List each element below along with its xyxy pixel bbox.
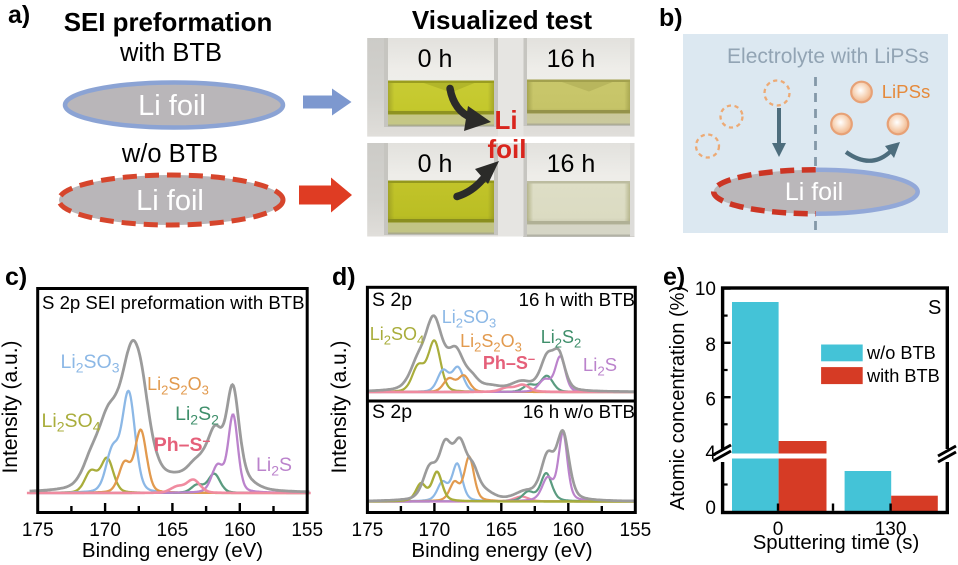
svg-text:with BTB: with BTB: [866, 366, 940, 386]
svg-text:S 2p: S 2p: [372, 289, 412, 311]
svg-text:170: 170: [89, 520, 121, 541]
svg-text:0: 0: [773, 519, 784, 540]
svg-text:Li2SO4: Li2SO4: [42, 410, 101, 435]
svg-text:with BTB: with BTB: [119, 39, 222, 67]
svg-text:175: 175: [352, 520, 384, 541]
svg-text:Li2S: Li2S: [256, 454, 292, 479]
svg-text:Li foil: Li foil: [136, 185, 204, 217]
svg-text:w/o BTB: w/o BTB: [121, 140, 218, 168]
svg-text:c): c): [5, 263, 27, 291]
svg-text:Li foil: Li foil: [785, 178, 843, 206]
svg-text:155: 155: [291, 520, 323, 541]
svg-text:Li2S: Li2S: [583, 354, 617, 379]
svg-text:160: 160: [552, 520, 584, 541]
svg-text:155: 155: [619, 520, 651, 541]
svg-text:165: 165: [485, 520, 517, 541]
svg-text:Li2S2: Li2S2: [541, 327, 582, 351]
svg-text:a): a): [8, 1, 30, 29]
svg-text:d): d): [332, 263, 356, 291]
svg-text:Electrolyte with LiPSs: Electrolyte with LiPSs: [727, 45, 929, 68]
svg-text:Li2SO3: Li2SO3: [442, 307, 497, 331]
svg-text:S 2p: S 2p: [372, 401, 412, 423]
svg-text:Li2SO4: Li2SO4: [370, 324, 425, 348]
svg-text:S: S: [928, 297, 941, 319]
svg-text:e): e): [663, 263, 685, 291]
svg-text:S 2p SEI preformation with BTB: S 2p SEI preformation with BTB: [42, 292, 305, 313]
svg-text:8: 8: [705, 335, 716, 356]
svg-text:b): b): [659, 4, 683, 32]
svg-text:Li2S2O3: Li2S2O3: [147, 374, 209, 398]
svg-text:6: 6: [705, 390, 716, 411]
svg-text:Li2SO3: Li2SO3: [61, 351, 120, 376]
svg-text:170: 170: [419, 520, 451, 541]
svg-text:Binding energy (eV): Binding energy (eV): [82, 539, 263, 562]
svg-text:16 h with BTB: 16 h with BTB: [519, 289, 635, 310]
svg-text:Ph–S–: Ph–S–: [483, 351, 535, 373]
svg-text:160: 160: [224, 520, 256, 541]
svg-text:Atomic concentration (%): Atomic concentration (%): [667, 286, 689, 510]
svg-text:Intensity (a.u.): Intensity (a.u.): [0, 340, 22, 473]
svg-text:10: 10: [695, 279, 716, 300]
svg-text:foil: foil: [488, 134, 527, 164]
svg-text:SEI preformation: SEI preformation: [64, 9, 273, 37]
svg-text:16 h w/o BTB: 16 h w/o BTB: [523, 401, 635, 422]
svg-text:Binding energy (eV): Binding energy (eV): [411, 539, 592, 562]
svg-text:Visualized test: Visualized test: [412, 5, 592, 35]
svg-text:130: 130: [875, 519, 907, 540]
svg-text:165: 165: [157, 520, 189, 541]
svg-text:Li2S2: Li2S2: [175, 403, 219, 428]
svg-text:Sputtering time (s): Sputtering time (s): [753, 532, 920, 554]
svg-text:16 h: 16 h: [547, 150, 596, 178]
svg-text:175: 175: [22, 520, 54, 541]
svg-text:0: 0: [705, 498, 716, 519]
svg-text:Li foil: Li foil: [138, 90, 206, 122]
svg-text:Li: Li: [494, 105, 517, 135]
svg-text:Intensity (a.u.): Intensity (a.u.): [328, 340, 351, 473]
svg-text:Ph–S–: Ph–S–: [154, 432, 211, 456]
svg-text:4: 4: [705, 443, 716, 464]
svg-text:Li2S2O3: Li2S2O3: [460, 331, 522, 355]
svg-text:LiPSs: LiPSs: [882, 81, 931, 102]
svg-text:16 h: 16 h: [547, 45, 596, 73]
svg-text:0 h: 0 h: [418, 45, 453, 73]
svg-text:w/o BTB: w/o BTB: [866, 343, 936, 363]
svg-text:0 h: 0 h: [418, 150, 453, 178]
